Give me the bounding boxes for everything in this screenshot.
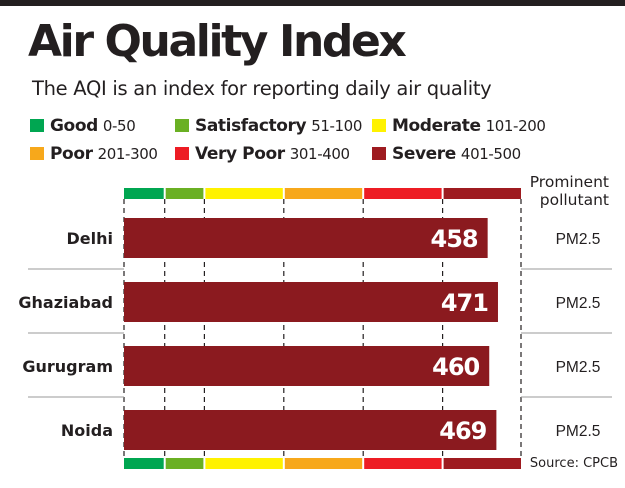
- legend-item-very-poor: Very Poor 301-400: [175, 143, 350, 165]
- bar-gurugram: [124, 346, 490, 386]
- legend-swatch-satisfactory: [175, 119, 189, 132]
- legend-range: 201-300: [97, 145, 158, 163]
- legend-label: Satisfactory: [195, 116, 307, 136]
- legend-item-satisfactory: Satisfactory 51-100: [175, 115, 362, 137]
- prominent-pollutant-header: Prominent pollutant: [529, 173, 609, 209]
- pollutant-label: PM2.5: [556, 359, 601, 376]
- scale-band-bottom: [443, 458, 521, 469]
- scale-band-bottom: [165, 458, 204, 469]
- scale-band-bottom: [205, 458, 283, 469]
- pollutant-label: PM2.5: [556, 231, 601, 248]
- legend-item-moderate: Moderate 101-200: [372, 115, 546, 137]
- legend-label: Moderate: [392, 116, 481, 136]
- legend-item-good: Good 0-50: [30, 115, 136, 137]
- legend-item-severe: Severe 401-500: [372, 143, 521, 165]
- legend-range: 51-100: [311, 117, 362, 135]
- legend-label: Poor: [50, 144, 93, 164]
- scale-band-top: [443, 188, 521, 199]
- chart-subtitle: The AQI is an index for reporting daily …: [32, 77, 492, 100]
- pollutant-label: PM2.5: [556, 423, 601, 440]
- legend-range: 401-500: [460, 145, 521, 163]
- value-label: 471: [441, 289, 488, 317]
- legend-swatch-poor: [30, 147, 44, 160]
- source-note: Source: CPCB: [529, 456, 618, 471]
- legend-label: Very Poor: [195, 144, 285, 164]
- legend-swatch-very-poor: [175, 147, 189, 160]
- chart-title: Air Quality Index: [28, 16, 407, 67]
- value-label: 460: [432, 353, 479, 381]
- legend-range: 101-200: [485, 117, 546, 135]
- legend-label: Good: [50, 116, 98, 136]
- legend-label: Severe: [392, 144, 456, 164]
- top-rule: [0, 0, 625, 6]
- legend-swatch-good: [30, 119, 44, 132]
- bar-noida: [124, 410, 497, 450]
- bar-delhi: [124, 218, 488, 258]
- value-label: 469: [439, 417, 486, 445]
- scale-band-top: [165, 188, 204, 199]
- pollutant-label: PM2.5: [556, 295, 601, 312]
- legend-swatch-severe: [372, 147, 386, 160]
- bar-ghaziabad: [124, 282, 498, 322]
- category-label: Gurugram: [22, 357, 113, 376]
- category-label: Noida: [61, 421, 113, 440]
- scale-band-top: [205, 188, 283, 199]
- legend-range: 0-50: [102, 117, 136, 135]
- legend-range: 301-400: [289, 145, 350, 163]
- scale-band-bottom: [124, 458, 164, 469]
- scale-band-bottom: [284, 458, 363, 469]
- category-label: Delhi: [67, 229, 114, 248]
- scale-band-bottom: [364, 458, 442, 469]
- scale-band-top: [284, 188, 363, 199]
- legend-item-poor: Poor 201-300: [30, 143, 158, 165]
- category-label: Ghaziabad: [18, 293, 113, 312]
- scale-band-top: [124, 188, 164, 199]
- value-label: 458: [431, 225, 478, 253]
- scale-band-top: [364, 188, 442, 199]
- legend-swatch-moderate: [372, 119, 386, 132]
